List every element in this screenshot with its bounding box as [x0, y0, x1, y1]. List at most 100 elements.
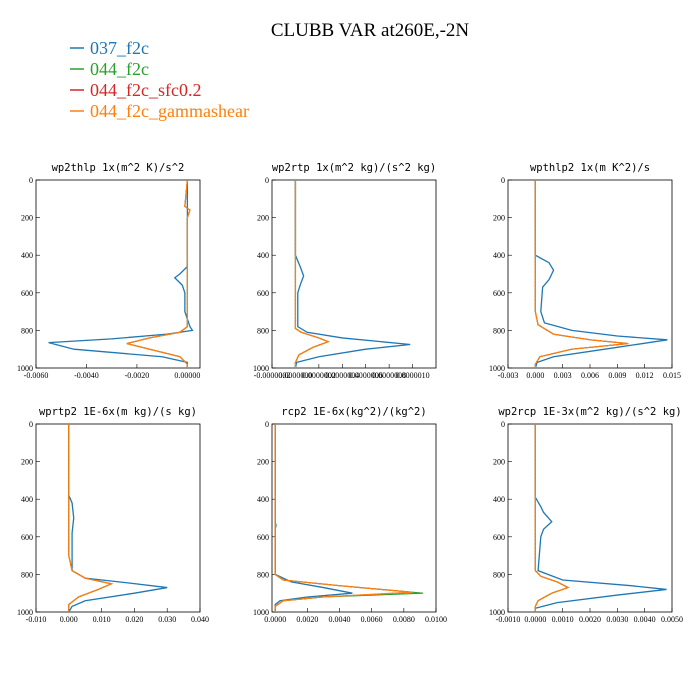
- y-tick-label: 200: [21, 214, 33, 223]
- x-tick-label: 0.0020: [296, 615, 318, 624]
- panels: wp2thlp 1x(m^2 K)/s^202004006008001000-0…: [17, 162, 683, 624]
- panel-title: wp2rtp 1x(m^2 kg)/(s^2 kg): [272, 162, 436, 174]
- series-line-037_f2c: [534, 180, 668, 368]
- x-tick-label: 0.0060: [361, 615, 383, 624]
- x-tick-label: -0.003: [498, 371, 519, 380]
- series-line-044_f2c_sfc0.2: [534, 424, 570, 612]
- plot-frame: [35, 423, 201, 613]
- y-tick-label: 800: [493, 326, 505, 335]
- y-tick-label: 200: [257, 214, 269, 223]
- y-tick-label: 200: [493, 214, 505, 223]
- series-line-044_f2c_sfc0.2: [68, 424, 114, 612]
- y-tick-label: 1000: [17, 608, 33, 617]
- panel-5: wp2rcp 1E-3x(m^2 kg)/(s^2 kg) 0 200 400 600 8…: [489, 406, 683, 624]
- x-tick-label: 0.0000004: [325, 371, 359, 380]
- series-line-037_f2c: [534, 424, 667, 612]
- y-tick-label: 800: [257, 326, 269, 335]
- x-tick-label: 0.00000: [174, 371, 200, 380]
- y-tick-label: 800: [257, 570, 269, 579]
- y-tick-label: 600: [21, 289, 33, 298]
- plot-frame: [271, 423, 437, 613]
- figure-title: CLUBB VAR at260E,-2N: [271, 20, 470, 41]
- x-tick-label: 0.003: [554, 371, 572, 380]
- x-tick-label: 0.020: [125, 615, 143, 624]
- x-tick-label: 0.0000008: [372, 371, 406, 380]
- y-tick-label: 0: [501, 176, 505, 185]
- x-tick-label: 0.0000: [524, 615, 546, 624]
- legend-label-3: 044_f2c_gammashear: [90, 101, 249, 121]
- y-tick-label: 0: [265, 176, 269, 185]
- y-tick-label: 1000: [17, 364, 33, 373]
- x-tick-label: 0.012: [636, 371, 654, 380]
- y-tick-label: 0: [29, 420, 33, 429]
- y-tick-label: 1000: [253, 608, 269, 617]
- series-line-044_f2c_gammashear: [534, 180, 629, 368]
- y-tick-label: 600: [493, 533, 505, 542]
- x-tick-label: -0.0010: [496, 615, 521, 624]
- series-line-044_f2c_gammashear: [274, 424, 412, 612]
- y-tick-label: 1000: [489, 608, 505, 617]
- y-tick-label: 800: [493, 570, 505, 579]
- legend-entry-0: 037_f2c: [70, 38, 149, 58]
- panel-2: wpthlp2 1x(m K^2)/s 0 200 400 600 800 1000-0.0…: [489, 162, 681, 380]
- x-tick-label: -0.0040: [74, 371, 99, 380]
- x-tick-label: 0.015: [663, 371, 681, 380]
- y-tick-label: 800: [21, 570, 33, 579]
- series-line-044_f2c_gammashear: [534, 424, 570, 612]
- x-tick-label: 0.006: [581, 371, 599, 380]
- y-tick-label: 600: [257, 289, 269, 298]
- x-tick-label: 0.0040: [329, 615, 351, 624]
- y-tick-label: 400: [21, 251, 33, 260]
- x-tick-label: -0.0020: [125, 371, 150, 380]
- y-tick-label: 400: [21, 495, 33, 504]
- y-tick-label: 400: [493, 251, 505, 260]
- x-tick-label: 0.0000000: [278, 371, 312, 380]
- x-tick-label: 0.040: [191, 615, 209, 624]
- legend-label-0: 037_f2c: [90, 38, 149, 58]
- legend-entry-3: 044_f2c_gammashear: [70, 101, 249, 121]
- legend-label-2: 044_f2c_sfc0.2: [90, 80, 201, 100]
- panel-0: wp2thlp 1x(m^2 K)/s^202004006008001000-0…: [17, 162, 201, 380]
- y-tick-label: 1000: [489, 364, 505, 373]
- x-tick-label: 0.0020: [579, 615, 601, 624]
- series-line-044_f2c_sfc0.2: [274, 424, 412, 612]
- y-tick-label: 0: [501, 420, 505, 429]
- y-tick-label: 400: [493, 495, 505, 504]
- plot-frame: [507, 423, 673, 613]
- panel-1: wp2rtp 1x(m^2 kg)/(s^2 kg)0 200 400 600 800 1…: [253, 162, 437, 380]
- x-tick-label: -0.0000002: [254, 371, 291, 380]
- legend-entry-1: 044_f2c: [70, 59, 149, 79]
- y-tick-label: 200: [21, 458, 33, 467]
- series-line-037_f2c: [48, 180, 194, 368]
- y-tick-label: 0: [29, 176, 33, 185]
- legend-entry-2: 044_f2c_sfc0.2: [70, 80, 201, 100]
- series-line-037_f2c: [294, 180, 411, 368]
- x-tick-label: 0.0000002: [302, 371, 336, 380]
- legend: 037_f2c 044_f2c 044_f2c_sfc0.2 044_f2c_g…: [70, 38, 249, 121]
- y-tick-label: 600: [257, 533, 269, 542]
- series-line-044_f2c_gammashear: [126, 180, 191, 368]
- y-tick-label: 200: [493, 458, 505, 467]
- y-tick-label: 0: [265, 420, 269, 429]
- series-line-037_f2c: [68, 424, 168, 612]
- x-tick-label: -0.010: [26, 615, 47, 624]
- x-tick-label: 0.010: [93, 615, 111, 624]
- legend-label-1: 044_f2c: [90, 59, 149, 79]
- y-tick-label: 1000: [253, 364, 269, 373]
- panel-title: wpthlp2 1x(m K^2)/s: [530, 162, 650, 174]
- x-tick-label: 0.0030: [606, 615, 628, 624]
- x-tick-label: 0.0010: [552, 615, 574, 624]
- series-line-037_f2c: [274, 424, 353, 612]
- y-tick-label: 400: [257, 495, 269, 504]
- series-line-044_f2c_sfc0.2: [534, 180, 629, 368]
- x-tick-label: 0.0000006: [349, 371, 383, 380]
- x-tick-label: 0.0050: [661, 615, 683, 624]
- x-tick-label: 0.0000010: [396, 371, 430, 380]
- y-tick-label: 600: [493, 289, 505, 298]
- x-tick-label: 0.000: [60, 615, 78, 624]
- x-tick-label: 0.009: [608, 371, 626, 380]
- series-line-044_f2c: [534, 180, 629, 368]
- series-line-044_f2c: [68, 424, 114, 612]
- y-tick-label: 400: [257, 251, 269, 260]
